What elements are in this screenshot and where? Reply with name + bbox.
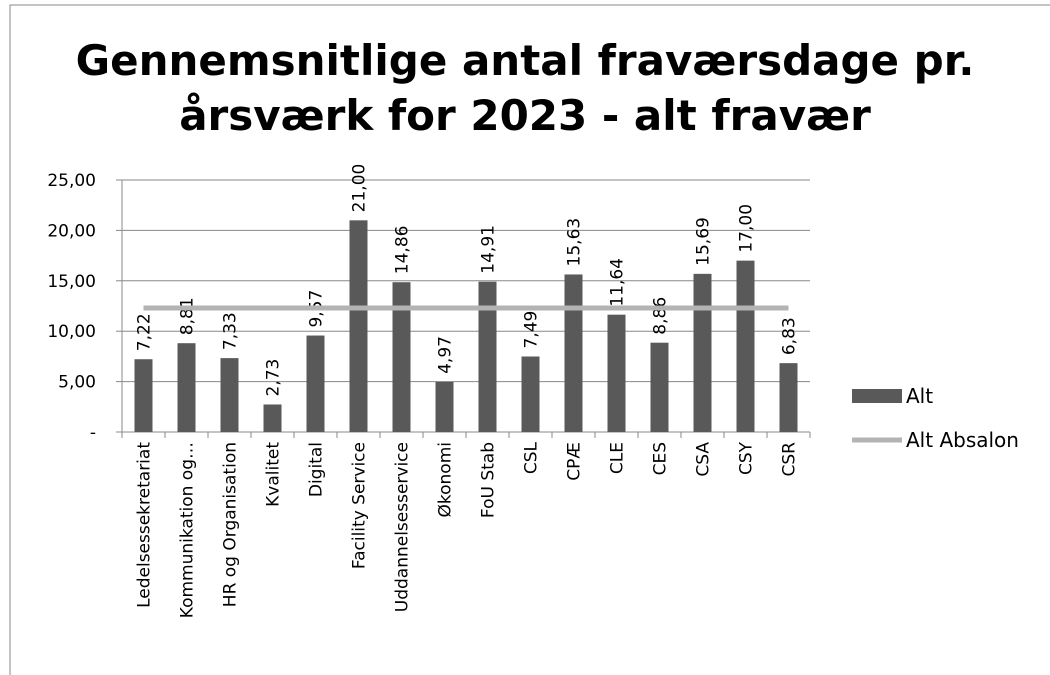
value-label: 4,97: [436, 336, 456, 374]
bar: [134, 359, 153, 432]
value-label: 8,81: [178, 297, 198, 335]
bar: [220, 358, 239, 432]
x-tick-label: CPÆ: [565, 442, 585, 481]
bar: [263, 404, 282, 432]
x-tick-label: CSL: [522, 441, 542, 474]
value-label: 8,86: [651, 297, 671, 335]
y-tick-label: 10,00: [47, 322, 96, 342]
bar: [349, 220, 368, 432]
bar: [435, 381, 454, 432]
value-label: 15,63: [565, 218, 585, 267]
y-tick-label: 20,00: [47, 221, 96, 241]
x-tick-label: Uddannelsesservice: [393, 442, 413, 612]
x-tick-label: HR og Organisation: [221, 442, 241, 607]
bar: [736, 260, 755, 432]
value-label: 2,73: [264, 359, 284, 397]
x-tick-label: Digital: [307, 442, 327, 497]
legend-label: Alt Absalon: [906, 428, 1019, 452]
value-label: 21,00: [350, 164, 370, 213]
x-tick-label: Økonomi: [436, 442, 456, 517]
bar: [650, 342, 669, 432]
x-tick-label: CLE: [608, 442, 628, 474]
y-tick-label: -: [90, 423, 96, 443]
value-label: 7,49: [522, 311, 542, 349]
value-label: 11,64: [608, 258, 628, 307]
x-tick-label: Facility Service: [350, 442, 370, 569]
value-label: 14,91: [479, 225, 499, 274]
y-tick-label: 15,00: [47, 272, 96, 292]
bar: [478, 281, 497, 432]
x-tick-label: Kvalitet: [264, 442, 284, 507]
value-label: 7,33: [221, 312, 241, 350]
x-tick-label: CSY: [737, 441, 757, 475]
x-tick-label: Ledelsessekretariat: [135, 442, 155, 608]
value-label: 14,86: [393, 226, 413, 275]
bar: [779, 363, 798, 432]
bar: [177, 343, 196, 432]
y-tick-label: 25,00: [47, 171, 96, 191]
bar: [693, 273, 712, 432]
value-label: 7,22: [135, 313, 155, 351]
bar: [306, 335, 325, 432]
legend-swatch: [852, 389, 902, 403]
chart-frame: [9, 4, 1050, 675]
x-tick-label: Kommunikation og…: [178, 442, 198, 618]
legend-label: Alt: [906, 384, 933, 408]
value-label: 15,69: [694, 217, 714, 266]
x-tick-label: CSR: [780, 442, 800, 477]
chart-title: årsværk for 2023 - alt fravær: [179, 91, 871, 140]
x-tick-label: FoU Stab: [479, 442, 499, 518]
chart-title: Gennemsnitlige antal fraværsdage pr.: [76, 36, 975, 85]
bar: [392, 282, 411, 432]
bar: [564, 274, 583, 432]
value-label: 17,00: [737, 204, 757, 253]
bar: [521, 356, 540, 432]
bar: [607, 314, 626, 432]
x-tick-label: CSA: [694, 442, 714, 477]
y-tick-label: 5,00: [58, 373, 96, 393]
value-label: 6,83: [780, 317, 800, 355]
x-tick-label: CES: [651, 442, 671, 475]
